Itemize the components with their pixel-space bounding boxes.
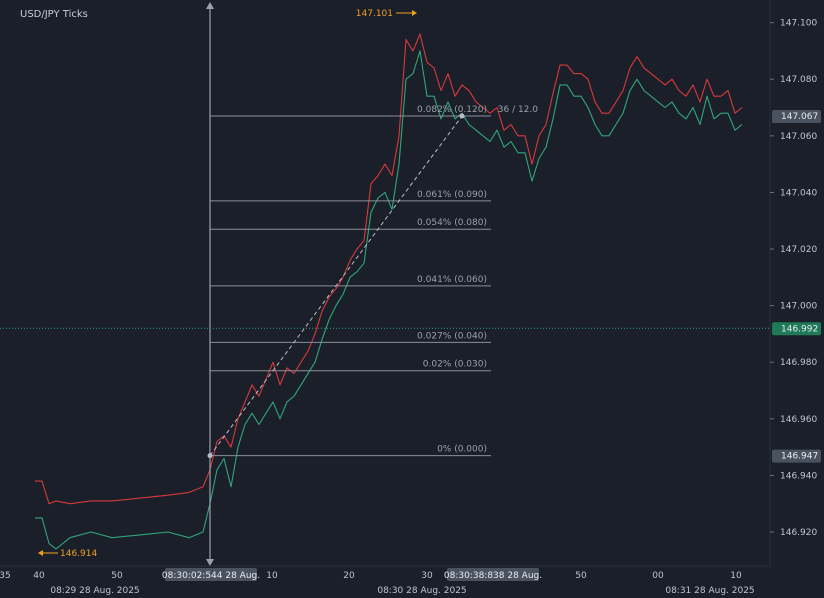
- time-tick-label: 00: [652, 571, 664, 581]
- price-tick-label: 146.940: [780, 471, 817, 481]
- price-axis-background: [770, 0, 824, 598]
- fib-level-label: 0.082% (0.120): [417, 105, 487, 115]
- time-tick-label: 30: [421, 571, 433, 581]
- price-badge: [772, 110, 821, 124]
- time-tick-label: 10: [730, 571, 742, 581]
- price-tick-label: 147.040: [780, 188, 817, 198]
- time-tick-label: 10: [266, 571, 278, 581]
- price-tick-label: 147.000: [780, 302, 817, 312]
- measure-label: 36 / 12.0: [498, 105, 539, 115]
- measure-arrow-down: [206, 559, 214, 566]
- fib-level-label: 0.041% (0.060): [417, 275, 487, 285]
- fib-level-label: 0.02% (0.030): [423, 360, 487, 370]
- time-tick-label: 40: [33, 571, 45, 581]
- fib-level-label: 0.054% (0.080): [417, 218, 487, 228]
- measure-start-point: [207, 453, 213, 459]
- price-tick-label: 146.920: [780, 528, 817, 538]
- ask-price-line: [35, 33, 743, 505]
- price-tick-label: 146.980: [780, 358, 817, 368]
- high-price-label: 147.101: [356, 9, 393, 19]
- chart-title: USD/JPY Ticks: [20, 9, 88, 20]
- price-badge-label: 146.992: [781, 324, 818, 334]
- price-tick-label: 147.080: [780, 75, 817, 85]
- fib-level-label: 0.027% (0.040): [417, 331, 487, 341]
- time-session-label: 08:31 28 Aug. 2025: [665, 586, 754, 596]
- time-cursor-badge-label: 08:30:02:544 28 Aug.: [162, 571, 260, 581]
- low-marker-arrowhead: [38, 550, 43, 556]
- price-badge-label: 146.947: [781, 452, 818, 462]
- time-tick-label: 50: [111, 571, 123, 581]
- price-tick-label: 146.960: [780, 415, 817, 425]
- price-badge: [772, 449, 821, 463]
- time-tick-label: 20: [343, 571, 355, 581]
- time-cursor-badge-label: 08:30:38:838 28 Aug.: [444, 571, 542, 581]
- time-axis-background: [0, 566, 824, 598]
- measure-end-point: [459, 113, 465, 119]
- time-tick-label: 35: [0, 571, 11, 581]
- fib-level-label: 0.061% (0.090): [417, 190, 487, 200]
- time-session-label: 08:29 28 Aug. 2025: [50, 586, 139, 596]
- time-tick-label: 50: [575, 571, 587, 581]
- price-tick-label: 147.060: [780, 132, 817, 142]
- price-tick-label: 147.100: [780, 19, 817, 29]
- time-session-label: 08:30 28 Aug. 2025: [377, 586, 466, 596]
- measure-trend-line: [209, 115, 463, 456]
- low-price-label: 146.914: [60, 549, 97, 559]
- price-tick-label: 147.020: [780, 245, 817, 255]
- bid-price-line: [35, 50, 743, 550]
- price-badge-label: 147.067: [781, 112, 818, 122]
- measure-arrow-up: [206, 2, 214, 9]
- time-cursor-badge: [165, 568, 257, 581]
- high-marker-arrowhead: [412, 10, 417, 16]
- price-badge: [772, 322, 821, 336]
- time-cursor-badge: [447, 568, 539, 581]
- fib-level-label: 0% (0.000): [437, 445, 487, 455]
